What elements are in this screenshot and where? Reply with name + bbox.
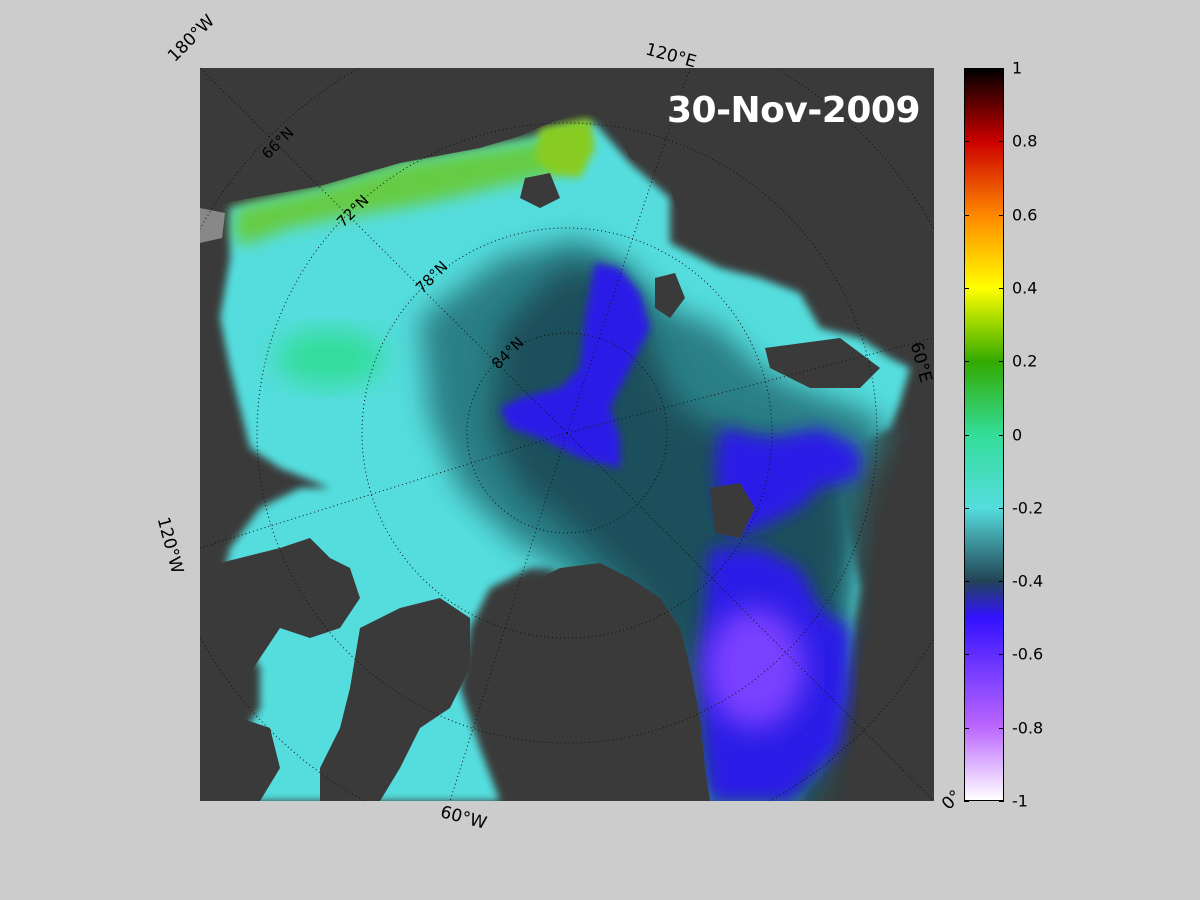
ice-blue-central: [500, 263, 650, 468]
colorbar-tick-mark: [999, 507, 1004, 509]
colorbar-tick-mark: [964, 507, 969, 509]
date-label: 30-Nov-2009: [666, 90, 921, 131]
colorbar-tick-mark: [964, 801, 969, 802]
ice-green-band: [235, 140, 570, 243]
colorbar-tick-mark: [999, 214, 1004, 216]
graticule: [200, 68, 934, 801]
colorbar-tick-mark: [999, 801, 1004, 802]
colorbar-tick-mark: [964, 287, 969, 289]
colorbar-tick-mark: [964, 654, 969, 656]
colorbar-tick-mark: [964, 68, 969, 69]
lon-label-0: 0°: [938, 786, 966, 815]
colorbar-tick-mark: [999, 434, 1004, 436]
colorbar-tick-mark: [964, 214, 969, 216]
sea-ice-field: [200, 118, 910, 801]
colorbar-tick-label: 0.8: [1012, 131, 1038, 151]
colorbar-tick-mark: [999, 287, 1004, 289]
graticule-84n: [466, 332, 668, 534]
colorbar-tick-label: 0.6: [1012, 205, 1038, 225]
lon-label-60w: 60°W: [438, 802, 489, 834]
colorbar-tick-label: -0.6: [1012, 644, 1044, 664]
colorbar-tick-mark: [964, 727, 969, 729]
meridian-60w: [449, 432, 568, 801]
meridian-120w: [200, 432, 568, 549]
land-scandinavia: [850, 398, 934, 801]
land-island-b: [710, 483, 755, 538]
colorbar-tick-label: 0.4: [1012, 278, 1038, 298]
grey-land-west: [200, 208, 225, 243]
land-island-c: [520, 173, 560, 208]
ice-green-patch: [275, 330, 385, 386]
colorbar-tick-label: 1: [1012, 58, 1023, 78]
ice-lime-patch: [535, 118, 595, 178]
colorbar-tick-label: -0.8: [1012, 718, 1044, 738]
lon-label-180w: 180°W: [164, 11, 219, 67]
land-masses: [200, 68, 934, 801]
graticule-72n: [256, 122, 878, 744]
ice-violet-patch: [705, 608, 805, 728]
lon-label-120w: 120°W: [152, 515, 187, 576]
land-siberia: [200, 68, 934, 288]
colorbar-tick-mark: [999, 141, 1004, 143]
meridian-120e: [566, 68, 691, 434]
land-canada-south: [200, 718, 280, 801]
land-greenland: [490, 563, 710, 801]
land-island-a: [655, 273, 685, 318]
colorbar-tick-mark: [999, 654, 1004, 656]
colorbar-tick-mark: [999, 361, 1004, 363]
colorbar-tick-label: -0.4: [1012, 571, 1044, 591]
graticule-78n: [361, 227, 773, 639]
sea-ice-map: 66°N 72°N 78°N 84°N 30-Nov-2009: [200, 68, 934, 801]
colorbar-tick-mark: [964, 361, 969, 363]
land-novaya-zemlya: [765, 338, 880, 388]
colorbar-tick-label: 0: [1012, 425, 1023, 444]
map-svg: 66°N 72°N 78°N 84°N: [200, 68, 934, 801]
colorbar-tick-mark: [999, 68, 1004, 69]
land-canada-west: [200, 538, 360, 708]
colorbar-tick-mark: [964, 581, 969, 583]
colorbar-tick-mark: [964, 141, 969, 143]
colorbar-tick-mark: [964, 434, 969, 436]
colorbar-tick-label: -1: [1012, 791, 1028, 811]
colorbar-tick-mark: [999, 727, 1004, 729]
colorbar-tick-label: 0.2: [1012, 351, 1038, 371]
colorbar-tick-label: -0.2: [1012, 498, 1044, 518]
land-canada-archipelago: [320, 598, 470, 801]
colorbar-tick-mark: [999, 581, 1004, 583]
colorbar: [964, 68, 1004, 801]
